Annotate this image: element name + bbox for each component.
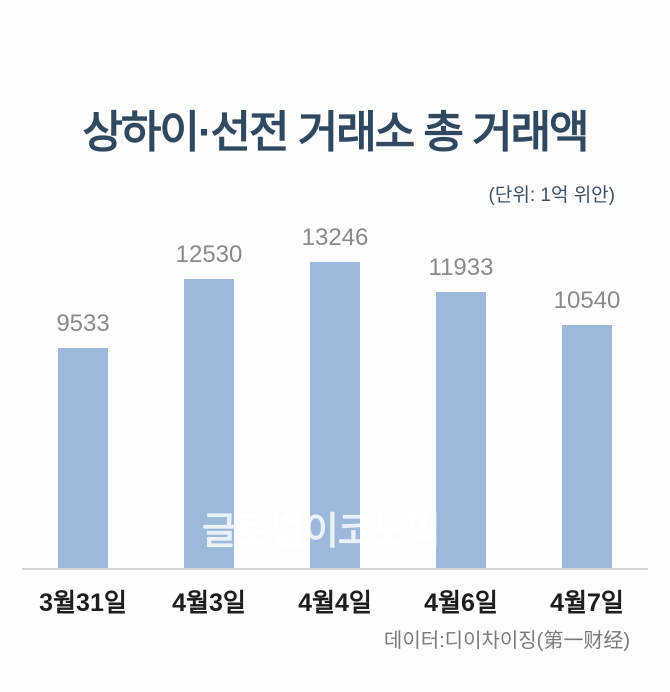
bar <box>436 292 486 568</box>
bar <box>58 348 108 568</box>
x-axis-label: 4월3일 <box>172 589 246 617</box>
bar-value-label: 11933 <box>428 254 494 281</box>
x-axis-label: 4월7일 <box>550 589 624 617</box>
x-axis-label: 4월6일 <box>424 589 498 617</box>
plot-area: 9533 12530 13246 11933 10540 <box>56 224 620 568</box>
bar <box>184 279 234 568</box>
x-axis-label: 4월4일 <box>298 589 372 617</box>
bar <box>562 325 612 568</box>
bar-group: 13246 <box>302 224 368 568</box>
x-axis-line <box>22 568 648 570</box>
bar-value-label: 10540 <box>553 287 621 314</box>
bar-group: 10540 <box>554 287 620 568</box>
bar-value-label: 12530 <box>175 241 243 268</box>
x-axis-label: 3월31일 <box>39 589 127 617</box>
bar-group: 9533 <box>56 310 110 568</box>
bar-group: 11933 <box>429 254 493 568</box>
bar-group: 12530 <box>176 241 242 568</box>
chart-title: 상하이·선전 거래소 총 거래액 <box>82 108 589 157</box>
bar-value-label: 9533 <box>56 310 110 337</box>
bar-value-label: 13246 <box>301 224 369 251</box>
unit-label: (단위: 1억 위안) <box>488 185 615 206</box>
x-axis-labels: 3월31일 4월3일 4월4일 4월6일 4월7일 <box>0 583 670 617</box>
bar <box>310 262 360 568</box>
source-text: 데이터:디이차이징(第一财经) <box>383 630 630 652</box>
